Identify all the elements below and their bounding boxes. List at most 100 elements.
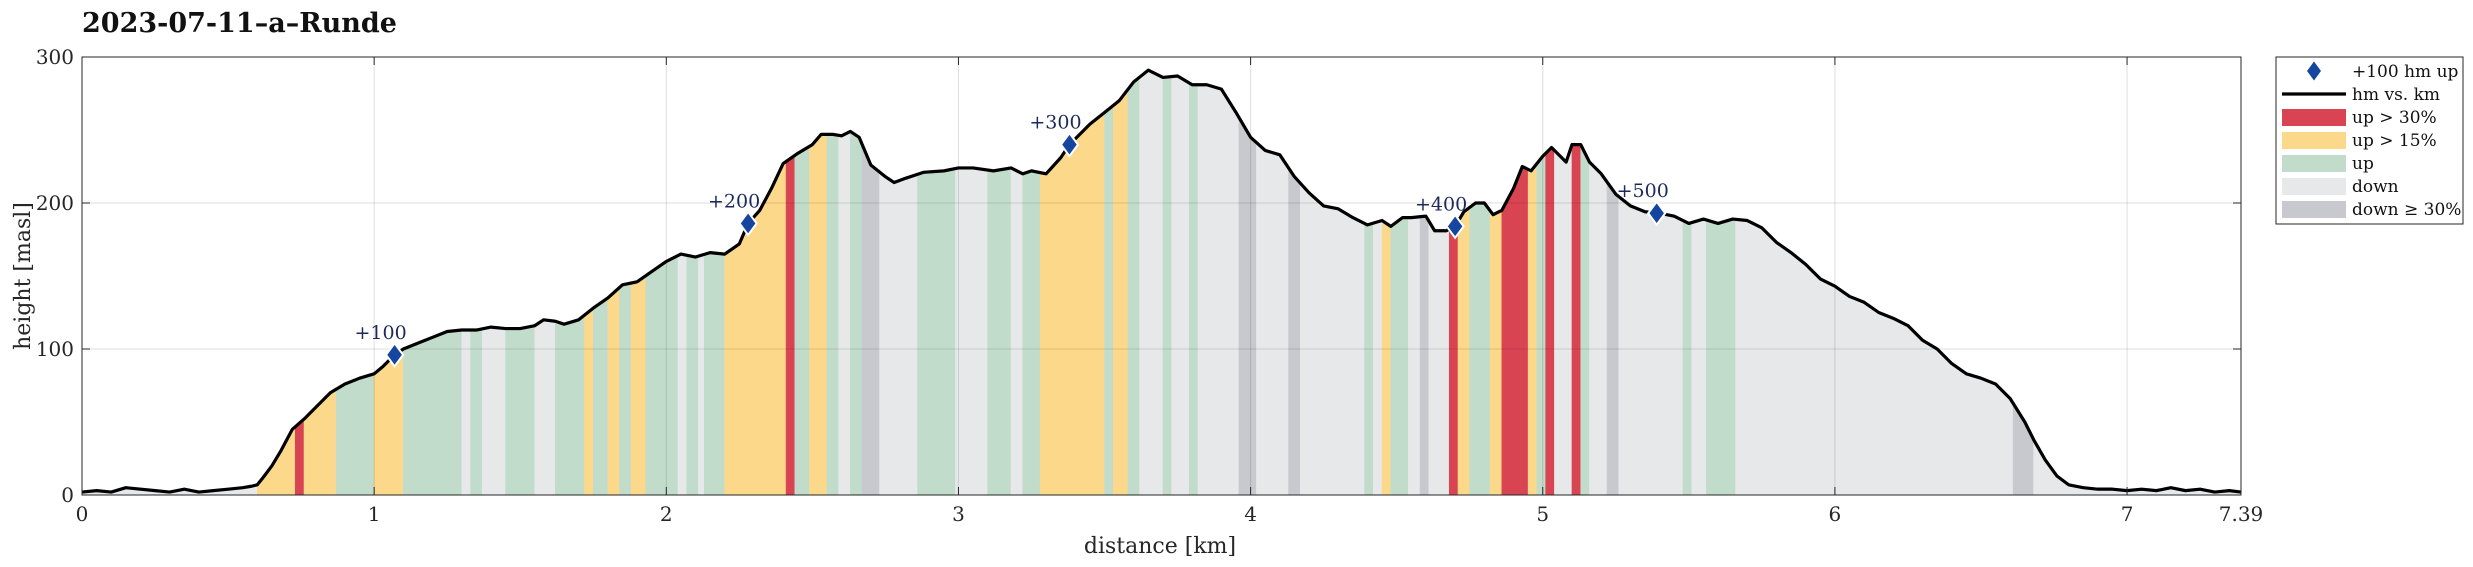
segment-down-ge-30-46 (1238, 116, 1257, 495)
segment-down-74 (1735, 219, 2014, 495)
x-tick-label-0: 0 (76, 502, 89, 526)
plot-area: +100 +200 +300 +400 +500 0 1 2 3 4 5 6 7 7.39 0 100 20… (36, 45, 2263, 526)
segment-up-gt-15-15 (607, 286, 620, 495)
segment-down-19 (677, 253, 688, 495)
segment-down-72 (1691, 218, 1707, 495)
segment-down-ge-30-69 (1606, 181, 1620, 495)
segment-down-54 (1408, 216, 1421, 495)
segment-down-56 (1428, 219, 1450, 495)
marker-label-0: +100 (355, 322, 407, 344)
profile-line (81, 68, 2242, 494)
segment-down-9 (481, 326, 506, 495)
segment-up-18 (645, 255, 679, 495)
segment-up-42 (1162, 76, 1173, 495)
segment-down-76 (2033, 438, 2241, 495)
x-tick-label-4: 4 (1244, 502, 1257, 526)
segment-up-6 (403, 329, 463, 495)
y-tick-label-0: 0 (61, 483, 74, 507)
segment-down-35 (1010, 167, 1024, 495)
segment-up-32 (917, 168, 956, 495)
segment-up-gt-30-66 (1571, 144, 1582, 495)
legend-swatch-up-gt-30 (2282, 109, 2346, 126)
x-tick-label-7: 7 (2121, 502, 2134, 526)
segment-down-43 (1171, 75, 1190, 495)
segment-up-gt-15-13 (584, 307, 594, 495)
segment-up-8 (470, 328, 483, 495)
segment-down-51 (1373, 220, 1383, 495)
y-tick-label-2: 200 (36, 191, 74, 215)
x-axis-ticks: 0 1 2 3 4 5 6 7 7.39 (76, 57, 2264, 526)
marker-diamond-2 (1059, 131, 1080, 158)
segment-up-27 (826, 134, 839, 495)
segment-up-22 (703, 252, 726, 495)
segment-up-gt-15-17 (630, 275, 647, 495)
segment-up-67 (1580, 144, 1590, 495)
marker-label-3: +400 (1415, 193, 1467, 215)
gradient-fill-segments (82, 69, 2241, 495)
legend-swatch-up-gt-15 (2282, 132, 2346, 149)
segment-up-gt-30-2 (294, 418, 305, 495)
segment-up-gt-15-58 (1457, 206, 1471, 495)
segment-up-gt-30-24 (785, 154, 796, 495)
x-tick-label-8: 7.39 (2219, 502, 2264, 526)
segment-up-gt-15-39 (1112, 88, 1129, 495)
segment-down-49 (1299, 182, 1365, 495)
legend-label-5: down (2352, 177, 2399, 197)
segment-up-25 (794, 145, 810, 495)
segment-up-36 (1022, 170, 1041, 495)
chart-title: 2023-07-11–a–Runde (82, 8, 397, 39)
y-axis-label: height [masl] (11, 202, 36, 350)
segment-up-gt-15-26 (809, 134, 828, 495)
segment-down-ge-30-55 (1419, 215, 1430, 495)
legend-swatch-down-ge-30 (2282, 201, 2346, 218)
y-tick-label-1: 100 (36, 337, 74, 361)
segment-down-21 (698, 253, 705, 495)
segment-down-28 (838, 130, 851, 495)
x-tick-label-2: 2 (660, 502, 673, 526)
x-tick-label-5: 5 (1536, 502, 1549, 526)
segment-up-gt-30-61 (1501, 166, 1529, 495)
legend-label-0: +100 hm up (2352, 62, 2459, 82)
legend-label-2: up > 30% (2352, 108, 2437, 128)
segment-down-31 (879, 171, 918, 495)
legend-label-1: hm vs. km (2352, 85, 2440, 105)
segment-down-33 (955, 167, 988, 495)
segment-up-38 (1104, 104, 1114, 495)
marker-label-1: +200 (708, 190, 760, 212)
segment-up-40 (1127, 76, 1140, 495)
segment-up-gt-30-57 (1448, 220, 1459, 495)
segment-down-ge-30-48 (1288, 166, 1301, 495)
segment-up-50 (1364, 222, 1374, 495)
segment-up-73 (1706, 218, 1736, 495)
legend-label-4: up (2352, 154, 2374, 174)
segment-down-47 (1256, 141, 1289, 495)
segment-down-ge-30-30 (861, 144, 880, 495)
x-tick-label-3: 3 (952, 502, 965, 526)
legend-swatch-up (2282, 155, 2346, 172)
segment-up-71 (1682, 220, 1693, 495)
segment-up-12 (554, 314, 585, 495)
x-tick-label-6: 6 (1829, 502, 1842, 526)
x-axis-label: distance [km] (1084, 534, 1236, 559)
legend-marker-icon (2307, 61, 2321, 81)
segment-up-44 (1188, 82, 1199, 495)
marker-label-2: +300 (1029, 112, 1081, 134)
segment-up-gt-15-62 (1527, 162, 1538, 495)
x-tick-label-1: 1 (368, 502, 381, 526)
marker-diamond-1 (738, 210, 758, 237)
segment-up-gt-15-60 (1489, 209, 1503, 495)
legend: +100 hm up hm vs. km up > 30% up > 15% up dow… (2275, 56, 2464, 225)
y-axis-ticks: 0 100 200 300 (36, 45, 2241, 507)
axes-frame (81, 56, 2242, 496)
marker-diamond-0 (384, 341, 405, 369)
y-tick-label-3: 300 (36, 45, 74, 69)
legend-swatch-down (2282, 178, 2346, 195)
segment-up-14 (592, 297, 609, 495)
legend-label-3: up > 15% (2352, 131, 2437, 151)
segment-up-gt-15-52 (1381, 219, 1392, 495)
segment-up-29 (850, 130, 863, 495)
marker-label-4: +500 (1617, 180, 1669, 202)
segment-down-68 (1589, 161, 1608, 495)
segment-up-63 (1536, 152, 1546, 495)
